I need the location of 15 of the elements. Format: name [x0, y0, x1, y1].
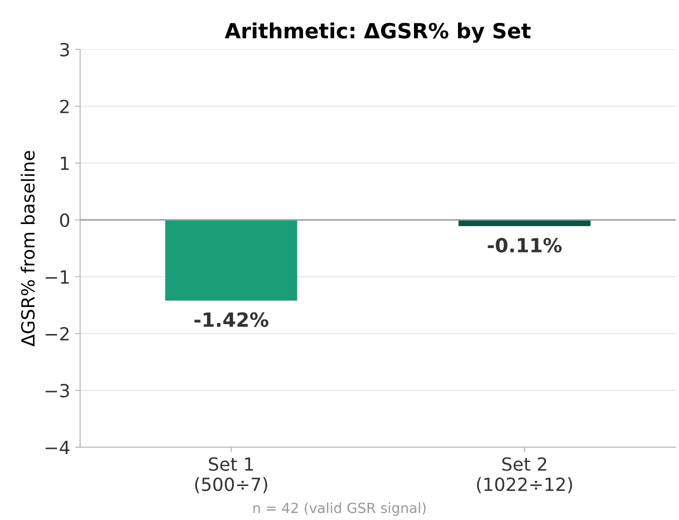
- data-label: -0.11%: [488, 238, 562, 253]
- y-tick-label: 2: [60, 100, 69, 114]
- y-tick-label: −1: [46, 270, 69, 284]
- y-tick-label: 3: [60, 42, 69, 57]
- y-tick-label: 1: [60, 156, 69, 170]
- y-tick-label: −3: [46, 384, 69, 398]
- y-tick-label: −4: [46, 440, 70, 454]
- chart-title: Arithmetic: ΔGSR% by Set: [224, 22, 531, 43]
- y-tick-label: −2: [46, 327, 69, 340]
- text: n = 42 (valid GSR signal): [253, 502, 426, 516]
- data-label: -1.42%: [194, 312, 268, 327]
- x-tick-label: Set 2 (1022÷12): [477, 457, 572, 494]
- y-axis-title: ΔGSR% from baseline: [20, 150, 35, 346]
- x-tick-label: Set 1 (500÷7): [195, 457, 268, 494]
- y-tick-label: 0: [60, 213, 70, 227]
